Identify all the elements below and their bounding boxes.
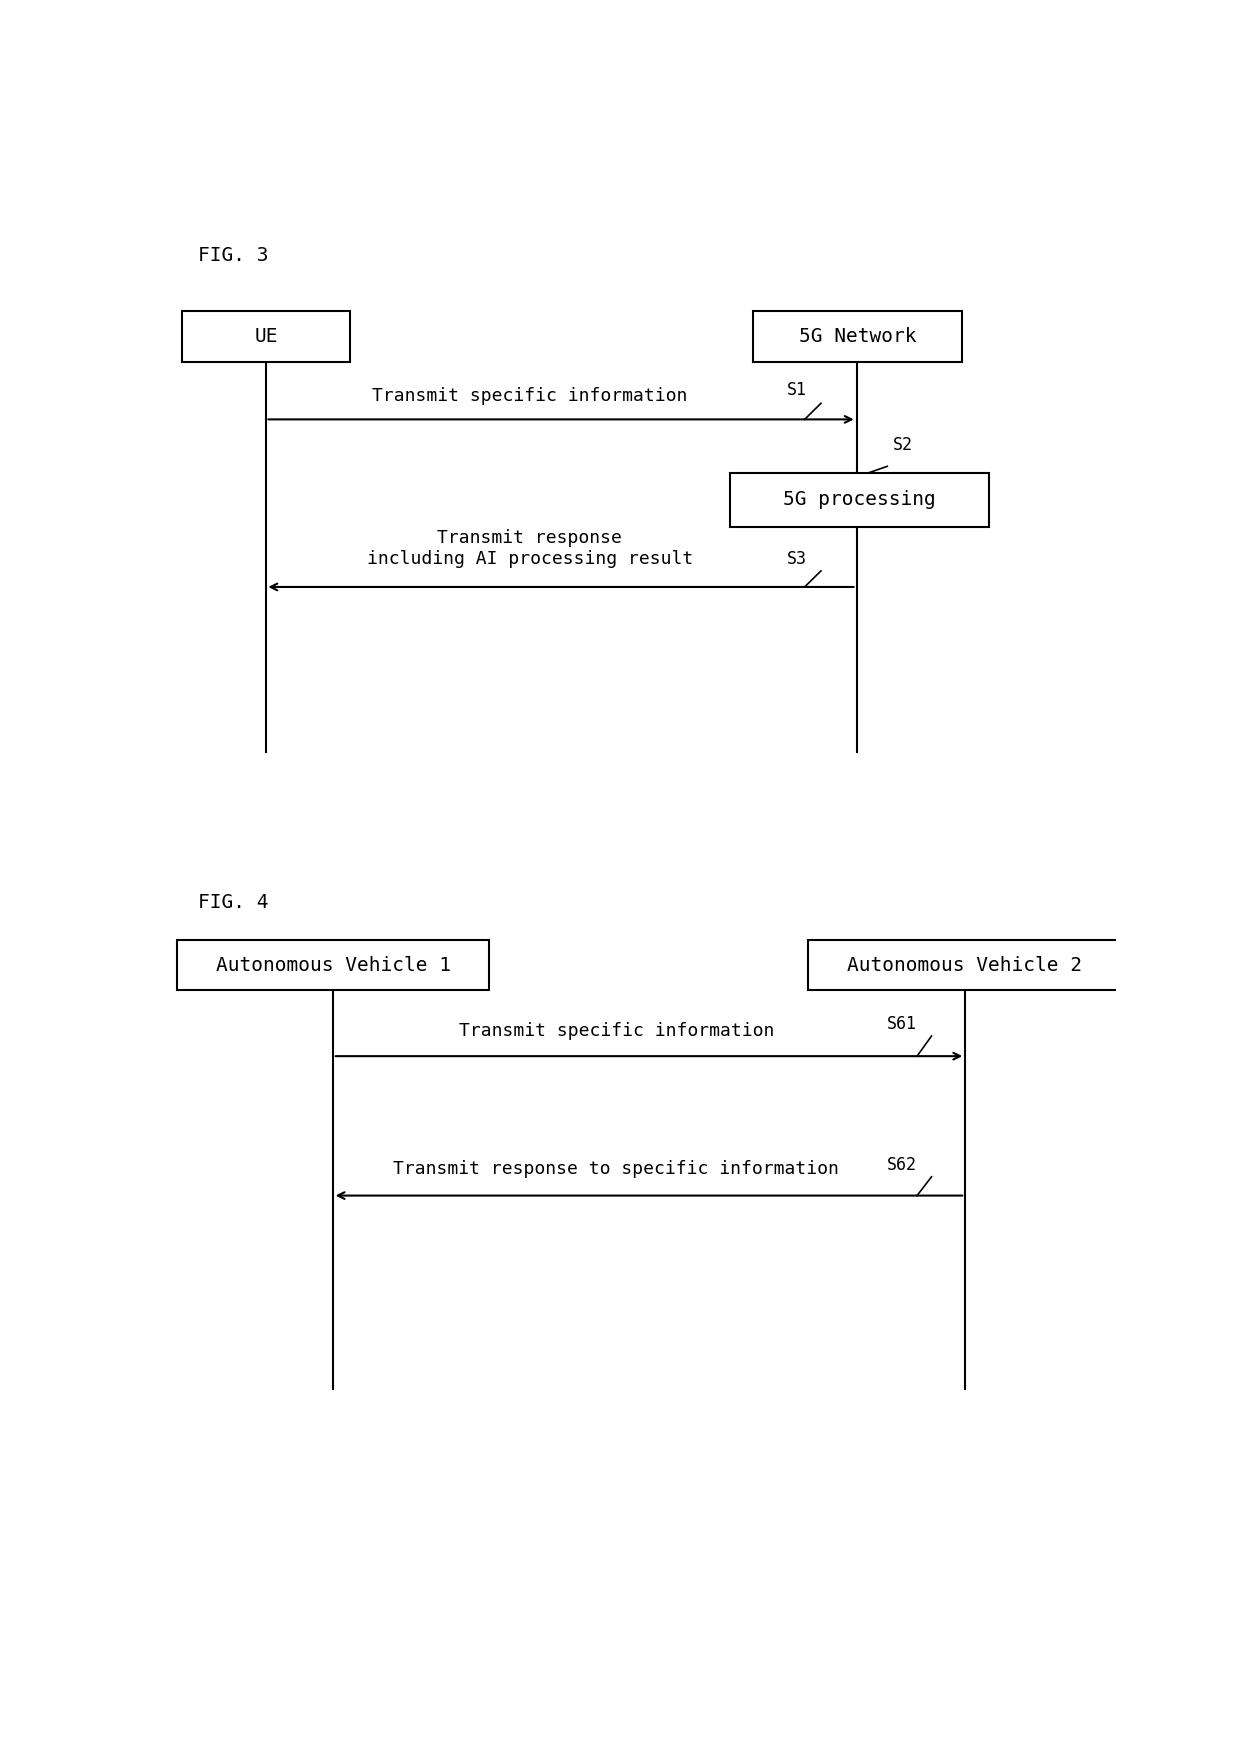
Text: FIG. 4: FIG. 4 [198,893,269,912]
Text: Autonomous Vehicle 2: Autonomous Vehicle 2 [847,956,1083,975]
Text: S61: S61 [888,1015,918,1034]
Bar [182,312,350,362]
Text: Transmit specific information: Transmit specific information [459,1022,774,1039]
Text: S2: S2 [893,437,913,454]
Text: FIG. 3: FIG. 3 [198,247,269,265]
Bar [177,940,490,991]
Text: Autonomous Vehicle 1: Autonomous Vehicle 1 [216,956,451,975]
Text: Transmit response
including AI processing result: Transmit response including AI processin… [367,529,693,568]
Text: S3: S3 [787,550,807,568]
Bar [753,312,962,362]
Bar [729,474,990,526]
Bar [808,940,1121,991]
Text: Transmit specific information: Transmit specific information [372,387,687,404]
Text: S1: S1 [787,381,807,399]
Text: S62: S62 [888,1156,918,1173]
Text: 5G Network: 5G Network [799,327,916,346]
Text: 5G processing: 5G processing [782,491,936,510]
Text: Transmit response to specific information: Transmit response to specific informatio… [393,1160,839,1179]
Text: UE: UE [254,327,278,346]
